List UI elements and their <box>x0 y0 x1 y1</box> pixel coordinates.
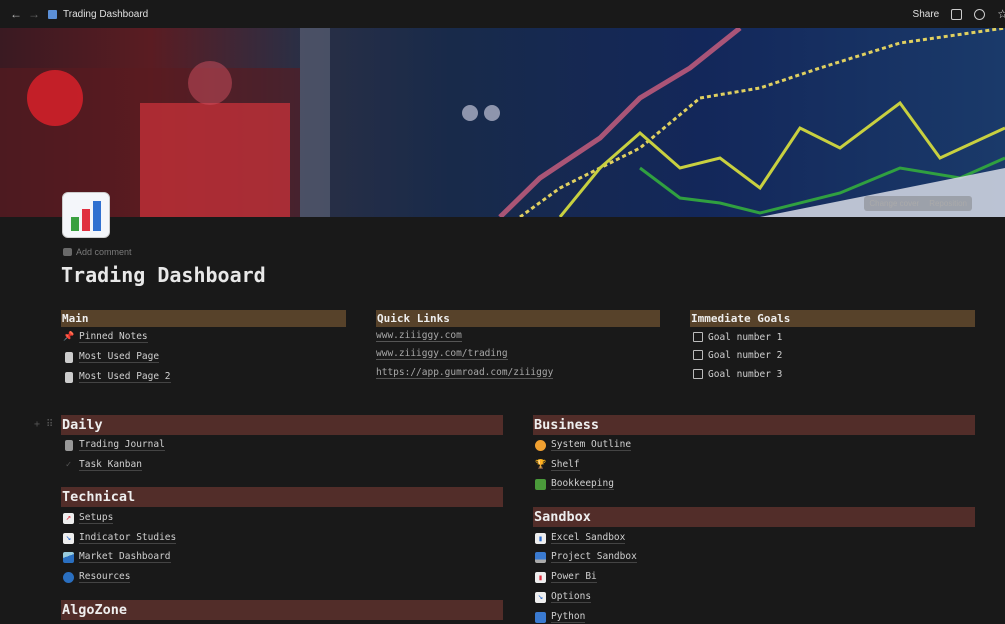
chart-down-icon: ↘ <box>63 532 74 544</box>
page-bar-chart-icon[interactable] <box>62 192 110 238</box>
technical-heading: Technical <box>61 487 503 507</box>
item-label: Options <box>551 591 592 603</box>
cover-image: Change cover Reposition <box>0 28 1005 217</box>
list-item[interactable]: ▮ Power Bi <box>535 570 597 584</box>
list-item[interactable]: Project Sandbox <box>535 550 637 564</box>
list-item[interactable]: Resources <box>63 570 131 584</box>
item-label: Project Sandbox <box>551 551 637 563</box>
item-label: System Outline <box>551 439 632 451</box>
page-chart-icon <box>48 9 57 19</box>
item-label: Setups <box>79 512 114 524</box>
laptop-icon <box>535 551 546 563</box>
globe-icon <box>63 571 74 583</box>
list-item[interactable]: ↗ Setups <box>63 511 114 525</box>
todo-item[interactable]: Goal number 3 <box>693 367 782 381</box>
list-item[interactable]: ✓ Task Kanban <box>63 458 142 472</box>
bar-chart-icon: ▮ <box>535 571 546 583</box>
item-label: Bookkeeping <box>551 478 614 490</box>
top-bar: ← → Trading Dashboard Share ☆ <box>0 0 1005 28</box>
item-label: Pinned Notes <box>79 331 148 343</box>
todo-item[interactable]: Goal number 1 <box>693 330 782 344</box>
algozone-heading: AlgoZone <box>61 600 503 620</box>
checkbox[interactable] <box>693 369 703 379</box>
list-item[interactable]: Python <box>535 610 586 624</box>
abacus-icon <box>535 611 546 623</box>
arrow-left-icon[interactable]: ← <box>10 7 22 21</box>
change-cover-button[interactable]: Change cover <box>869 199 920 208</box>
todo-label: Goal number 1 <box>708 331 783 343</box>
item-label: Python <box>551 611 586 623</box>
checkbox[interactable] <box>693 350 703 360</box>
list-item[interactable]: Market Dashboard <box>63 550 171 564</box>
checkbox[interactable] <box>693 332 703 342</box>
add-comment-button[interactable]: Add comment <box>63 247 132 257</box>
item-label: Market Dashboard <box>79 551 171 563</box>
comment-icon[interactable] <box>951 8 963 20</box>
notebook-icon <box>64 439 73 451</box>
arrow-right-icon[interactable]: → <box>28 7 40 21</box>
todo-label: Goal number 3 <box>708 368 783 380</box>
bar-chart-icon: ▮ <box>535 532 546 544</box>
page-icon <box>64 371 73 383</box>
drag-handle-icon[interactable]: + ⠿ <box>34 419 54 430</box>
link-trading[interactable]: www.ziiiggy.com/trading <box>376 348 508 360</box>
daily-heading: Daily <box>61 415 503 435</box>
add-comment-label: Add comment <box>76 247 132 257</box>
chart-down-icon: ↘ <box>535 591 546 603</box>
history-icon[interactable] <box>974 8 986 20</box>
area-chart-icon <box>63 551 74 563</box>
comment-icon <box>63 248 72 256</box>
item-label: Resources <box>79 571 131 583</box>
compass-icon <box>535 439 546 451</box>
list-item[interactable]: 📌 Pinned Notes <box>63 330 148 344</box>
pin-icon: 📌 <box>63 331 75 342</box>
item-label: Most Used Page 2 <box>79 371 171 383</box>
cover-chart-graphic <box>0 28 1005 217</box>
list-item[interactable]: Most Used Page <box>63 350 160 364</box>
reposition-button[interactable]: Reposition <box>929 199 967 208</box>
item-label: Shelf <box>551 459 580 471</box>
chart-up-icon: ↗ <box>63 512 74 524</box>
immediate-goals-heading: Immediate Goals <box>690 310 975 327</box>
item-label: Indicator Studies <box>79 532 177 544</box>
green-book-icon <box>535 478 546 490</box>
main-heading: Main <box>61 310 346 327</box>
business-heading: Business <box>533 415 975 435</box>
link-website[interactable]: www.ziiiggy.com <box>376 330 462 342</box>
list-item[interactable]: System Outline <box>535 438 632 452</box>
trophy-icon: 🏆 <box>535 459 547 470</box>
item-label: Trading Journal <box>79 439 165 451</box>
sandbox-heading: Sandbox <box>533 507 975 527</box>
list-item[interactable]: 🏆 Shelf <box>535 458 580 472</box>
page-title[interactable]: Trading Dashboard <box>61 263 266 287</box>
item-label: Task Kanban <box>79 459 142 471</box>
todo-label: Goal number 2 <box>708 349 783 361</box>
page-icon <box>64 351 73 363</box>
star-icon[interactable]: ☆ <box>997 7 1005 21</box>
item-label: Excel Sandbox <box>551 532 626 544</box>
todo-item[interactable]: Goal number 2 <box>693 348 782 362</box>
check-icon: ✓ <box>65 459 72 470</box>
list-item[interactable]: ▮ Excel Sandbox <box>535 531 626 545</box>
list-item[interactable]: Most Used Page 2 <box>63 370 171 384</box>
list-item[interactable]: ↘ Options <box>535 590 592 604</box>
item-label: Power Bi <box>551 571 597 583</box>
list-item[interactable]: Trading Journal <box>63 438 165 452</box>
item-label: Most Used Page <box>79 351 160 363</box>
share-button[interactable]: Share <box>912 8 940 20</box>
list-item[interactable]: ↘ Indicator Studies <box>63 531 177 545</box>
breadcrumb-title[interactable]: Trading Dashboard <box>63 8 149 20</box>
list-item[interactable]: Bookkeeping <box>535 477 614 491</box>
link-gumroad[interactable]: https://app.gumroad.com/ziiiggy <box>376 367 554 379</box>
quick-links-heading: Quick Links <box>376 310 660 327</box>
